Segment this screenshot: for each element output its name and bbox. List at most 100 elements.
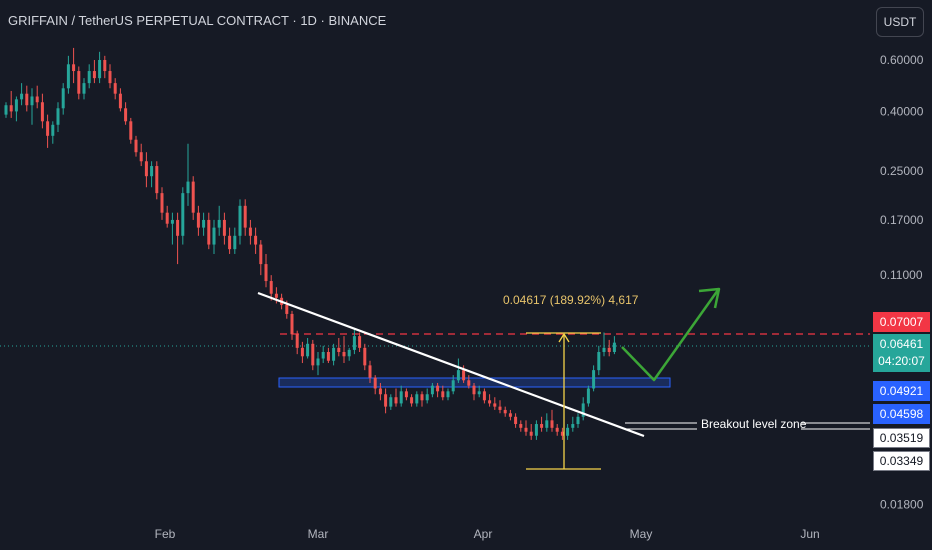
price-tick-label: 0.11000 <box>880 268 923 282</box>
currency-button[interactable]: USDT <box>876 7 924 37</box>
candle-body <box>243 205 247 228</box>
candle-body <box>144 161 148 177</box>
candle-body <box>337 347 341 352</box>
candle-body <box>77 71 81 94</box>
candle-body <box>436 385 440 392</box>
candle-body <box>118 93 122 109</box>
candle-body <box>384 394 388 407</box>
chart-title: GRIFFAIN / TetherUS PERPETUAL CONTRACT ·… <box>8 13 387 28</box>
candle-body <box>165 212 169 224</box>
candle-body <box>602 347 606 352</box>
candle-body <box>176 219 180 236</box>
candle-body <box>607 347 611 352</box>
candle-body <box>290 313 294 335</box>
candle-body <box>462 370 466 381</box>
candle-body <box>550 420 554 428</box>
descending-trendline <box>257 291 645 438</box>
candle-body <box>326 352 330 361</box>
candle-body <box>181 193 185 236</box>
price-axis[interactable]: 0.60000 0.40000 0.25000 0.17000 0.11000 0.018… <box>880 53 924 512</box>
candle-body <box>87 71 91 84</box>
candle-body <box>332 347 336 361</box>
candle-body <box>134 139 138 153</box>
candle-body <box>472 385 476 395</box>
time-axis[interactable]: Feb Mar Apr May Jun <box>155 527 820 541</box>
candle-body <box>254 235 258 245</box>
candle-body <box>321 352 325 359</box>
candle-body <box>352 336 356 350</box>
candle-body <box>30 96 34 106</box>
candle-body <box>46 121 50 136</box>
candle-body <box>248 227 252 236</box>
candle-body <box>233 235 237 250</box>
candle-body <box>378 388 382 395</box>
candle-body <box>222 219 226 236</box>
candle-body <box>555 427 559 432</box>
candle-body <box>420 394 424 401</box>
candle-body <box>191 181 195 213</box>
candle-body <box>316 358 320 366</box>
candle-body <box>40 102 44 122</box>
candle-body <box>592 370 596 389</box>
candle-body <box>347 349 351 357</box>
candle-body <box>446 391 450 398</box>
candle-body <box>342 352 346 357</box>
candle-body <box>612 342 616 352</box>
price-tick-label: 0.60000 <box>880 53 924 67</box>
candle-body <box>514 416 518 425</box>
candle-body <box>269 281 273 294</box>
candle-body <box>488 400 492 404</box>
candle-body <box>259 244 263 265</box>
candle-body <box>35 96 39 103</box>
candle-body <box>482 391 486 401</box>
candle-body <box>212 227 216 245</box>
candle-body <box>508 413 512 417</box>
candle-body <box>311 343 315 366</box>
candle-body <box>456 370 460 381</box>
candle-body <box>540 424 544 428</box>
candle-body <box>373 377 377 389</box>
candle-body <box>66 64 70 89</box>
candle-body <box>441 391 445 398</box>
candle-body <box>451 380 455 392</box>
candle-body <box>529 431 533 436</box>
candle-body <box>597 352 601 371</box>
breakout-label: Breakout level zone <box>701 417 807 431</box>
current-price-tag: 0.06461 04:20:07 <box>873 334 930 372</box>
candle-body <box>207 219 211 245</box>
candle-body <box>56 108 60 125</box>
candle-body <box>571 424 575 428</box>
candle-body <box>25 93 29 106</box>
candle-body <box>170 219 174 224</box>
candle-body <box>306 343 310 357</box>
price-tick-label: 0.01800 <box>880 498 924 512</box>
candle-body <box>9 105 13 112</box>
time-tick-label: Feb <box>155 527 176 541</box>
breakout-bottom-price-tag: 0.03349 <box>873 451 930 471</box>
candle-body <box>430 385 434 395</box>
candle-body <box>228 235 232 250</box>
candle-body <box>82 83 86 94</box>
candle-body <box>124 108 128 122</box>
candle-body <box>545 420 549 428</box>
candle-body <box>139 152 143 162</box>
candle-body <box>586 388 590 404</box>
candle-body <box>404 391 408 398</box>
resistance-price-tag: 0.07007 <box>873 312 930 332</box>
candle-body <box>519 424 523 428</box>
candle-body <box>576 416 580 425</box>
candle-body <box>394 397 398 404</box>
candle-body <box>467 380 471 386</box>
candle-body <box>415 394 419 404</box>
candle-body <box>295 334 299 348</box>
time-tick-label: May <box>630 527 653 541</box>
candle-body <box>300 347 304 357</box>
current-price-value: 0.06461 <box>879 337 924 351</box>
candle-body <box>186 181 190 194</box>
time-tick-label: Jun <box>800 527 819 541</box>
candle-body <box>14 99 18 112</box>
candle-body <box>51 124 55 136</box>
candle-body <box>534 424 538 436</box>
candle-body <box>72 64 76 72</box>
